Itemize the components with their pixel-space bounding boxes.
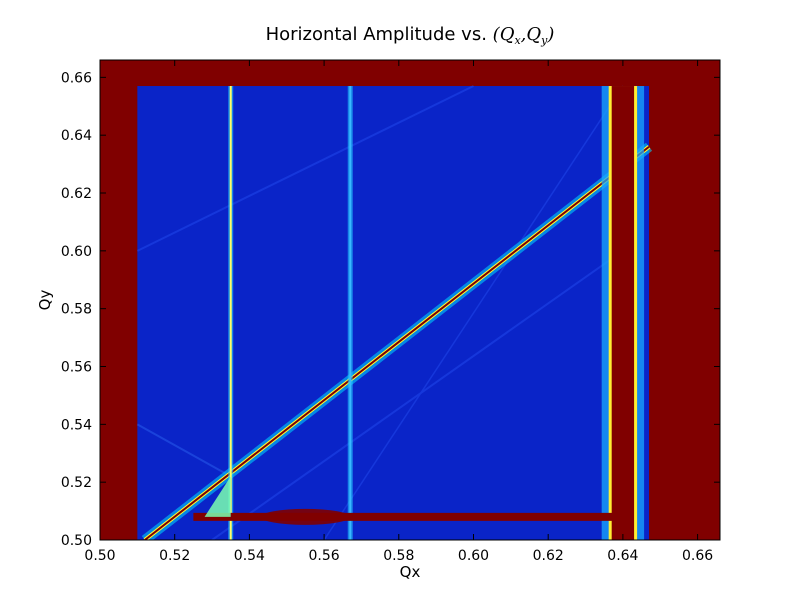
- faint-line: [211, 250, 624, 540]
- x-tick-label: 0.66: [682, 548, 713, 564]
- faint-line: [136, 85, 474, 252]
- y-tick-label: 0.50: [61, 533, 92, 549]
- y-axis-label: Qy: [36, 290, 54, 311]
- x-axis: 0.50 0.52 0.54 0.56 0.58 0.60 0.62 0.64 0.66: [84, 60, 713, 564]
- x-tick-label: 0.54: [234, 548, 265, 564]
- bright-spot: [204, 476, 231, 517]
- axes-frame: [99, 59, 721, 541]
- y-axis: 0.50 0.52 0.54 0.56 0.58 0.60 0.62 0.64 0.66: [61, 70, 720, 549]
- x-tick-label: 0.52: [159, 548, 190, 564]
- vertical-band: [611, 86, 635, 540]
- chart-title: Horizontal Amplitude vs. (Qx,Qy): [266, 24, 555, 47]
- horizontal-band-blob: [260, 508, 351, 525]
- x-axis-label: Qx: [400, 563, 421, 581]
- y-tick-label: 0.62: [61, 186, 92, 202]
- title-math: (Qx,Qy): [493, 24, 555, 47]
- y-tick-label: 0.56: [61, 360, 92, 376]
- y-tick-label: 0.64: [61, 128, 92, 144]
- y-tick-label: 0.54: [61, 417, 92, 433]
- faint-line: [136, 423, 232, 478]
- x-tick-label: 0.60: [458, 548, 489, 564]
- faint-resonances: [136, 85, 624, 540]
- plot-area: [100, 60, 720, 540]
- y-tick-label: 0.58: [61, 302, 92, 318]
- x-tick-label: 0.64: [607, 548, 638, 564]
- faint-line: [323, 85, 624, 540]
- horizontal-band: [193, 512, 623, 521]
- x-tick-label: 0.50: [84, 548, 115, 564]
- x-tick-label: 0.56: [309, 548, 340, 564]
- y-tick-label: 0.66: [61, 70, 92, 86]
- y-tick-label: 0.52: [61, 475, 92, 491]
- x-tick-label: 0.62: [533, 548, 564, 564]
- y-tick-label: 0.60: [61, 244, 92, 260]
- scan-region: [137, 86, 650, 540]
- x-tick-label: 0.58: [383, 548, 414, 564]
